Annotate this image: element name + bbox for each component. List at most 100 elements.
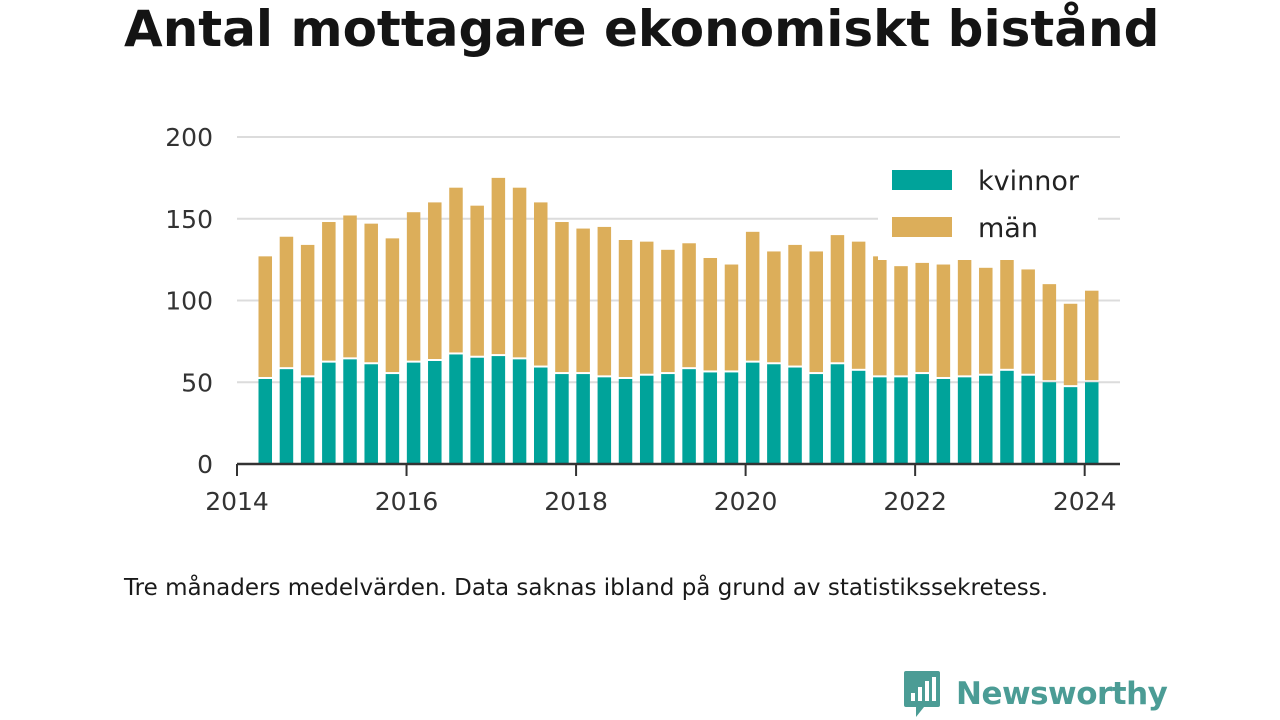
bar-kvinnor xyxy=(576,374,590,464)
bar-kvinnor xyxy=(851,370,866,464)
bar-kvinnor xyxy=(915,374,929,464)
bar-kvinnor xyxy=(300,377,315,464)
bar-kvinnor xyxy=(788,367,802,464)
bar-män xyxy=(767,251,781,363)
y-tick-label: 200 xyxy=(165,123,213,152)
bar-män xyxy=(258,256,273,377)
bar-män xyxy=(534,202,548,366)
bar-män xyxy=(428,202,442,359)
bar-kvinnor xyxy=(724,372,739,464)
bar-kvinnor xyxy=(449,354,463,464)
bar-kvinnor xyxy=(830,364,845,464)
bar-män xyxy=(322,222,336,361)
y-tick-label: 150 xyxy=(165,205,213,234)
bar-kvinnor xyxy=(364,364,378,464)
bar-män xyxy=(703,257,718,371)
bar-män xyxy=(1021,269,1035,374)
y-tick-label: 50 xyxy=(181,368,213,397)
bar-män xyxy=(873,256,887,376)
x-tick-label: 2016 xyxy=(375,487,439,516)
bar-män xyxy=(851,241,866,369)
bar-män xyxy=(512,187,527,358)
bar-män xyxy=(449,187,463,353)
bar-män xyxy=(618,240,633,377)
bar-män xyxy=(661,249,675,373)
y-tick-label: 100 xyxy=(165,287,213,316)
bar-kvinnor xyxy=(894,377,908,464)
legend-swatch-män xyxy=(892,217,952,237)
x-tick-label: 2022 xyxy=(883,487,947,516)
x-tick-label: 2014 xyxy=(205,487,269,516)
bar-kvinnor xyxy=(597,377,612,464)
bar-män xyxy=(979,267,993,374)
brand-name: Newsworthy xyxy=(956,676,1168,712)
bar-män xyxy=(788,244,802,366)
bar-kvinnor xyxy=(873,377,887,464)
bar-män xyxy=(279,236,294,368)
bar-män xyxy=(745,231,760,361)
bar-män xyxy=(343,215,357,358)
bar-kvinnor xyxy=(618,378,633,464)
bar-kvinnor xyxy=(428,360,442,464)
bar-kvinnor xyxy=(936,378,951,464)
bar-män xyxy=(830,235,845,363)
x-tick-label: 2020 xyxy=(714,487,778,516)
bar-kvinnor xyxy=(1021,375,1035,464)
bar-män xyxy=(1063,303,1078,386)
bars xyxy=(258,177,1099,464)
bar-kvinnor xyxy=(258,378,273,464)
bar-kvinnor xyxy=(682,369,696,464)
bar-kvinnor xyxy=(343,359,357,464)
bar-kvinnor xyxy=(534,367,548,464)
bar-män xyxy=(470,205,484,356)
bar-kvinnor xyxy=(957,377,972,464)
bar-kvinnor xyxy=(809,374,823,464)
bar-män xyxy=(936,264,951,377)
chart-title: Antal mottagare ekonomiskt bistånd xyxy=(124,0,1160,58)
bar-män xyxy=(1000,259,1014,369)
bar-kvinnor xyxy=(979,375,993,464)
bar-kvinnor xyxy=(385,374,400,464)
bar-kvinnor xyxy=(322,362,336,464)
bar-kvinnor xyxy=(555,374,569,464)
bar-män xyxy=(639,241,654,374)
x-axis: 2014 2016 2018 2020 2022 2024 xyxy=(205,462,1120,516)
bar-kvinnor xyxy=(767,364,781,464)
bar-kvinnor xyxy=(1042,382,1057,464)
bar-män xyxy=(682,243,696,368)
bar-män xyxy=(364,223,378,363)
bar-kvinnor xyxy=(703,372,718,464)
bar-män xyxy=(957,259,972,376)
bar-kvinnor xyxy=(661,374,675,464)
bar-kvinnor xyxy=(470,357,484,464)
chart-note: Tre månaders medelvärden. Data saknas ib… xyxy=(124,575,1049,601)
bar-män xyxy=(597,226,612,376)
chart: 0 50 100 150 200 2014 2016 2018 2020 2022 2024 kv… xyxy=(165,123,1120,516)
bar-kvinnor xyxy=(745,362,760,464)
bar-kvinnor xyxy=(1063,387,1078,464)
legend-swatch-kvinnor xyxy=(892,170,952,190)
y-tick-label: 0 xyxy=(197,450,213,479)
bar-män xyxy=(1042,284,1057,381)
bar-män xyxy=(406,212,421,361)
legend: kvinnor män xyxy=(878,160,1098,260)
x-tick-label: 2024 xyxy=(1053,487,1117,516)
y-axis-ticks: 0 50 100 150 200 xyxy=(165,123,213,479)
bar-män xyxy=(894,266,908,376)
bar-män xyxy=(385,238,400,373)
bar-kvinnor xyxy=(279,369,294,464)
bar-kvinnor xyxy=(491,356,506,464)
bar-män xyxy=(724,264,739,371)
bar-män xyxy=(915,262,929,373)
brand-logo[interactable]: Newsworthy xyxy=(902,668,1168,720)
bar-män xyxy=(555,222,569,373)
bar-män xyxy=(1084,290,1099,381)
bar-män xyxy=(300,244,315,376)
newsworthy-logo-icon xyxy=(904,671,940,717)
bar-kvinnor xyxy=(639,375,654,464)
bar-kvinnor xyxy=(1000,370,1014,464)
bar-män xyxy=(491,177,506,355)
bar-män xyxy=(809,251,823,373)
x-tick-label: 2018 xyxy=(544,487,608,516)
bar-män xyxy=(576,228,590,373)
